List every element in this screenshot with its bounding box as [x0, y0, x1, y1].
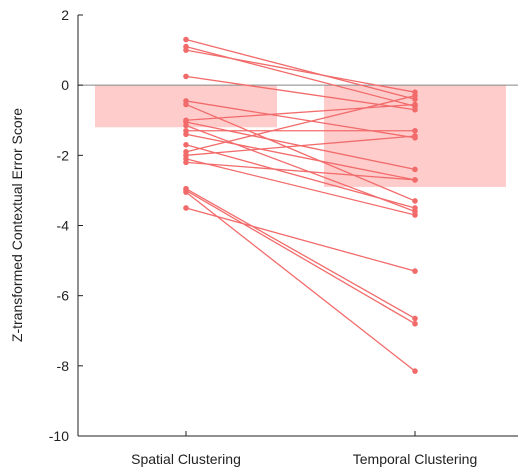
subject-point-temporal [412, 212, 418, 218]
subject-point-spatial [183, 73, 189, 80]
subject-point-temporal [412, 127, 418, 134]
subject-line [185, 103, 416, 202]
subject-point-temporal [412, 166, 418, 173]
subject-line [185, 189, 416, 325]
subject-line [185, 95, 416, 153]
subject-point-temporal [412, 268, 418, 274]
subject-line [185, 103, 416, 121]
x-tick-label: Spatial Clustering [131, 451, 241, 467]
subject-point-spatial [183, 131, 189, 138]
subject-line [185, 207, 416, 272]
subject-line [185, 100, 416, 139]
subject-point-temporal [412, 198, 418, 204]
subject-line [185, 49, 416, 93]
subject-line [185, 38, 416, 100]
y-axis-label: Z-transformed Contextual Error Score [9, 108, 25, 342]
y-tick-label: -4 [57, 218, 70, 234]
subject-point-spatial [183, 142, 189, 148]
subject-point-temporal [412, 106, 418, 113]
subject-point-spatial [183, 122, 189, 129]
y-tick-label: 2 [61, 7, 69, 23]
subject-point-spatial [183, 36, 189, 43]
subject-point-temporal [412, 92, 418, 99]
subject-point-temporal [412, 177, 418, 183]
subject-lines-layer [185, 38, 416, 372]
subject-line [185, 135, 416, 156]
subject-point-temporal [412, 101, 418, 108]
subject-point-spatial [183, 47, 189, 53]
subject-points-layer [183, 36, 418, 374]
y-ticks-layer: 2 0 -2 -4 -6 -8 -10 [49, 7, 83, 444]
subject-point-spatial [183, 187, 189, 194]
subject-point-spatial [183, 101, 189, 108]
x-ticks-layer: Spatial Clustering Temporal Clustering [131, 431, 477, 467]
subject-point-temporal [412, 205, 418, 211]
subject-point-temporal [412, 368, 418, 374]
subject-line [185, 188, 416, 320]
subject-line [185, 158, 416, 216]
x-tick-label: Temporal Clustering [353, 451, 478, 467]
subject-line [185, 75, 416, 111]
y-tick-label: -6 [57, 288, 70, 304]
y-tick-label: 0 [61, 77, 69, 93]
subject-point-temporal [412, 133, 418, 139]
subject-point-spatial [183, 205, 189, 211]
subject-line [185, 191, 416, 372]
subject-point-temporal [412, 315, 418, 322]
y-tick-label: -2 [57, 147, 70, 163]
subject-point-temporal [412, 320, 418, 327]
subject-point-spatial [183, 159, 189, 166]
y-tick-label: -10 [49, 428, 69, 444]
subject-line [185, 144, 416, 209]
y-tick-label: -8 [57, 358, 70, 374]
axes-layer [77, 15, 518, 437]
subject-line [185, 161, 416, 181]
